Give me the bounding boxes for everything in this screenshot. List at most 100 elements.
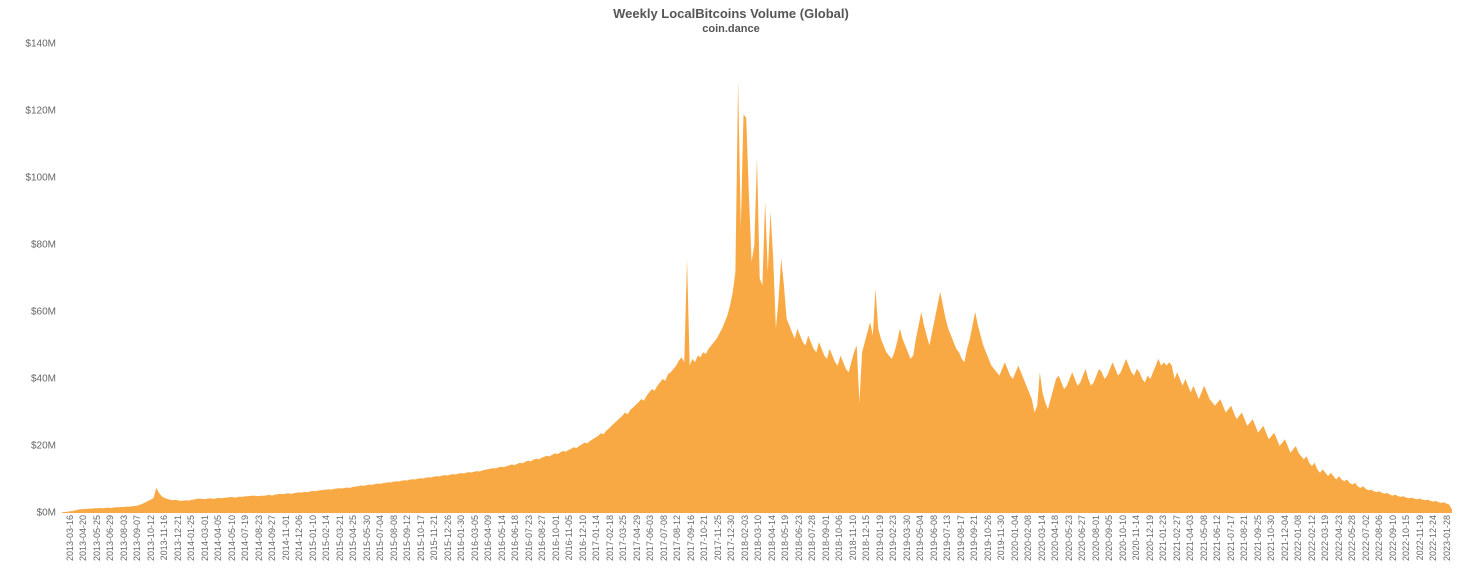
x-tick-label: 2015-08-08 xyxy=(389,515,399,561)
y-tick-label: $40M xyxy=(31,374,56,385)
x-tick-label: 2014-04-05 xyxy=(213,515,223,561)
x-tick-label: 2023-01-28 xyxy=(1442,515,1452,561)
x-tick-label: 2020-02-08 xyxy=(1023,515,1033,561)
x-tick-label: 2013-05-25 xyxy=(92,515,102,561)
x-tick-label: 2022-12-24 xyxy=(1428,515,1438,561)
area-plot xyxy=(62,44,1452,513)
x-tick-label: 2019-10-26 xyxy=(983,515,993,561)
area-series xyxy=(62,81,1452,513)
x-tick-label: 2022-01-08 xyxy=(1293,515,1303,561)
x-tick-label: 2021-02-27 xyxy=(1172,515,1182,561)
chart-container: Weekly LocalBitcoins Volume (Global) coi… xyxy=(0,0,1462,585)
x-tick-label: 2021-04-03 xyxy=(1185,515,1195,561)
x-tick-label: 2014-01-25 xyxy=(186,515,196,561)
x-tick-label: 2017-07-08 xyxy=(659,515,669,561)
x-tick-label: 2017-12-30 xyxy=(726,515,736,561)
x-tick-label: 2022-05-28 xyxy=(1347,515,1357,561)
x-tick-label: 2014-09-27 xyxy=(267,515,277,561)
x-tick-label: 2021-08-21 xyxy=(1239,515,1249,561)
x-tick-label: 2017-03-25 xyxy=(618,515,628,561)
x-tick-label: 2022-10-15 xyxy=(1401,515,1411,561)
x-tick-label: 2017-10-21 xyxy=(699,515,709,561)
x-tick-label: 2017-04-29 xyxy=(632,515,642,561)
x-tick-label: 2015-05-30 xyxy=(362,515,372,561)
x-tick-label: 2019-08-17 xyxy=(956,515,966,561)
x-tick-label: 2015-12-26 xyxy=(443,515,453,561)
x-tick-label: 2021-06-12 xyxy=(1212,515,1222,561)
x-tick-label: 2016-07-23 xyxy=(524,515,534,561)
x-tick-label: 2014-07-19 xyxy=(240,515,250,561)
x-tick-label: 2017-08-12 xyxy=(672,515,682,561)
x-tick-label: 2016-11-05 xyxy=(564,515,574,560)
y-tick-label: $140M xyxy=(25,39,56,50)
x-tick-label: 2020-01-04 xyxy=(1010,515,1020,561)
x-tick-label: 2020-09-05 xyxy=(1104,515,1114,561)
x-tick-label: 2022-11-19 xyxy=(1415,515,1425,560)
x-tick-label: 2016-04-09 xyxy=(483,515,493,561)
x-tick-label: 2017-01-14 xyxy=(591,515,601,561)
x-tick-label: 2015-02-14 xyxy=(321,515,331,561)
x-tick-label: 2022-09-10 xyxy=(1388,515,1398,561)
x-tick-label: 2020-03-14 xyxy=(1037,515,1047,561)
x-tick-label: 2019-07-13 xyxy=(942,515,952,561)
x-tick-label: 2015-04-25 xyxy=(348,515,358,561)
x-tick-label: 2019-02-23 xyxy=(888,515,898,561)
x-tick-label: 2020-05-23 xyxy=(1064,515,1074,561)
x-tick-label: 2014-05-10 xyxy=(227,515,237,561)
x-tick-label: 2018-04-14 xyxy=(767,515,777,561)
x-tick-label: 2020-08-01 xyxy=(1091,515,1101,561)
x-tick-label: 2019-06-08 xyxy=(929,515,939,561)
x-tick-label: 2020-11-14 xyxy=(1131,515,1141,560)
x-tick-label: 2016-03-05 xyxy=(470,515,480,561)
x-tick-label: 2022-04-23 xyxy=(1334,515,1344,561)
x-tick-label: 2021-09-25 xyxy=(1253,515,1263,561)
x-tick-label: 2016-06-18 xyxy=(510,515,520,561)
x-tick-label: 2015-01-10 xyxy=(308,515,318,561)
x-tick-label: 2020-04-18 xyxy=(1050,515,1060,561)
x-tick-label: 2016-05-14 xyxy=(497,515,507,561)
y-axis: $0M$20M$40M$60M$80M$100M$120M$140M xyxy=(0,44,62,513)
x-tick-label: 2018-02-03 xyxy=(740,515,750,561)
x-tick-label: 2015-11-21 xyxy=(429,515,439,560)
x-tick-label: 2017-11-25 xyxy=(713,515,723,560)
x-tick-label: 2022-08-06 xyxy=(1374,515,1384,561)
x-tick-label: 2018-12-15 xyxy=(861,515,871,561)
y-tick-label: $60M xyxy=(31,307,56,318)
x-tick-label: 2013-10-12 xyxy=(146,515,156,561)
x-tick-label: 2020-10-10 xyxy=(1118,515,1128,561)
x-tick-label: 2015-07-04 xyxy=(375,515,385,561)
x-tick-label: 2014-11-01 xyxy=(281,515,291,560)
x-tick-label: 2020-06-27 xyxy=(1077,515,1087,561)
x-tick-label: 2018-09-01 xyxy=(821,515,831,561)
x-tick-label: 2013-11-16 xyxy=(159,515,169,560)
x-tick-label: 2022-03-19 xyxy=(1320,515,1330,561)
x-tick-label: 2017-02-18 xyxy=(605,515,615,561)
x-tick-label: 2018-03-10 xyxy=(753,515,763,561)
y-tick-label: $80M xyxy=(31,240,56,251)
x-tick-label: 2014-12-06 xyxy=(294,515,304,561)
x-tick-label: 2015-10-17 xyxy=(416,515,426,561)
x-tick-label: 2018-06-23 xyxy=(794,515,804,561)
x-tick-label: 2017-06-03 xyxy=(645,515,655,561)
x-tick-label: 2016-08-27 xyxy=(537,515,547,561)
chart-subtitle: coin.dance xyxy=(0,23,1462,35)
x-tick-label: 2015-09-12 xyxy=(402,515,412,561)
x-tick-label: 2016-10-01 xyxy=(551,515,561,561)
x-tick-label: 2018-11-10 xyxy=(848,515,858,560)
x-tick-label: 2019-11-30 xyxy=(996,515,1006,560)
y-tick-label: $0M xyxy=(37,508,56,519)
x-tick-label: 2014-08-23 xyxy=(254,515,264,561)
x-tick-label: 2019-05-04 xyxy=(915,515,925,561)
x-tick-label: 2021-10-30 xyxy=(1266,515,1276,561)
x-tick-label: 2018-07-28 xyxy=(807,515,817,561)
chart-title-block: Weekly LocalBitcoins Volume (Global) coi… xyxy=(0,6,1462,35)
x-tick-label: 2021-07-17 xyxy=(1226,515,1236,561)
x-tick-label: 2014-03-01 xyxy=(200,515,210,561)
x-tick-label: 2019-01-19 xyxy=(875,515,885,561)
x-tick-label: 2021-12-04 xyxy=(1280,515,1290,561)
x-tick-label: 2017-09-16 xyxy=(686,515,696,561)
chart-title: Weekly LocalBitcoins Volume (Global) xyxy=(0,6,1462,21)
x-tick-label: 2016-01-30 xyxy=(456,515,466,561)
x-tick-label: 2022-07-02 xyxy=(1361,515,1371,561)
y-tick-label: $120M xyxy=(25,106,56,117)
